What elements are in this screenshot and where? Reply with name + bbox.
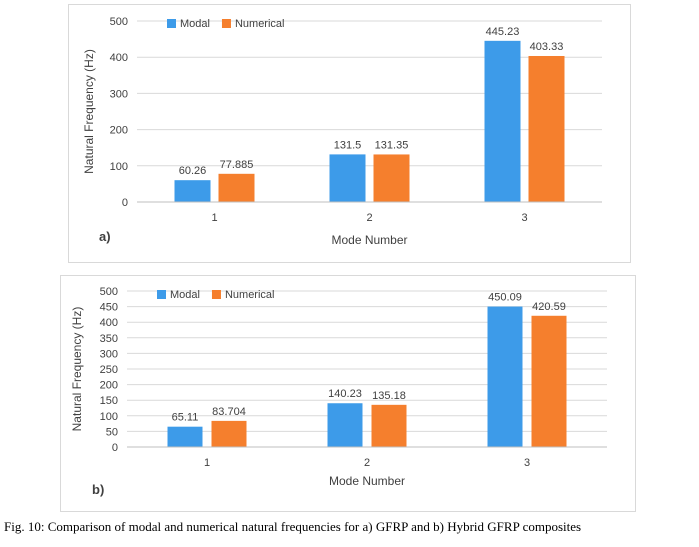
y-tick-label: 0 [122,197,128,209]
bar-modal [487,306,523,447]
y-tick-label: 450 [100,302,118,314]
bar-numerical [371,404,407,447]
legend-swatch-numerical [211,290,221,299]
data-label: 60.26 [179,165,207,177]
data-label: 131.5 [334,139,362,151]
bar-modal [329,154,366,202]
bar-numerical [211,420,247,447]
chart-panel-b: 0 50 100 150 200 250 300 350 400 450 500 1 65.11 83.7… [60,275,636,512]
y-tick-label: 400 [100,317,118,329]
y-tick-label: 50 [106,426,118,438]
data-label: 403.33 [530,41,564,53]
x-tick-label: 2 [364,457,370,469]
data-label: 77.885 [220,159,254,171]
bar-modal [327,403,363,447]
y-tick-label: 200 [100,380,118,392]
x-tick-label: 1 [204,457,210,469]
x-axis-title: Mode Number [331,233,407,247]
legend-label-numerical: Numerical [235,18,285,30]
y-tick-label: 0 [112,442,118,454]
bar-numerical [528,55,565,203]
bar-modal [484,40,521,203]
legend-swatch-numerical [221,19,231,28]
data-label: 420.59 [532,301,566,313]
data-label: 131.35 [375,139,409,151]
y-tick-label: 250 [100,364,118,376]
data-label: 445.23 [486,26,520,38]
bar-numerical [218,173,255,202]
panel-label: a) [99,229,111,244]
bar-modal [174,180,211,202]
data-label: 140.23 [328,388,362,400]
bar-numerical [531,315,567,447]
x-tick-label: 2 [366,212,372,224]
x-tick-label: 3 [521,212,527,224]
panel-label: b) [92,482,104,497]
y-axis-title: Natural Frequency (Hz) [82,49,96,174]
y-tick-label: 300 [110,88,128,100]
legend-label-modal: Modal [170,289,200,301]
bar-modal [167,426,203,447]
y-tick-label: 200 [110,125,128,137]
legend-swatch-modal [157,290,166,299]
figure-caption: Fig. 10: Comparison of modal and numeric… [4,519,582,534]
x-axis-title: Mode Number [329,474,405,488]
y-tick-label: 300 [100,348,118,360]
data-label: 450.09 [488,292,522,304]
y-tick-label: 500 [110,16,128,28]
x-tick-label: 3 [524,457,530,469]
x-tick-label: 1 [211,212,217,224]
y-tick-label: 400 [110,52,128,64]
chart-a-svg: 0 100 200 300 400 500 1 60.26 77.885 2 131.5 131.35… [82,16,602,247]
chart-panel-a: 0 100 200 300 400 500 1 60.26 77.885 2 131.5 131.35… [68,4,631,263]
y-tick-label: 500 [100,286,118,298]
y-tick-label: 100 [100,411,118,423]
legend-label-numerical: Numerical [225,289,275,301]
y-tick-label: 100 [110,161,128,173]
legend-swatch-modal [167,19,176,28]
y-tick-label: 350 [100,333,118,345]
chart-b-svg: 0 50 100 150 200 250 300 350 400 450 500 1 65.11 83.7… [70,286,607,497]
data-label: 83.704 [212,406,246,418]
data-label: 135.18 [372,390,406,402]
data-label: 65.11 [172,412,199,424]
legend-label-modal: Modal [180,18,210,30]
bar-numerical [373,154,410,202]
y-tick-label: 150 [100,395,118,407]
y-axis-title: Natural Frequency (Hz) [70,307,84,432]
